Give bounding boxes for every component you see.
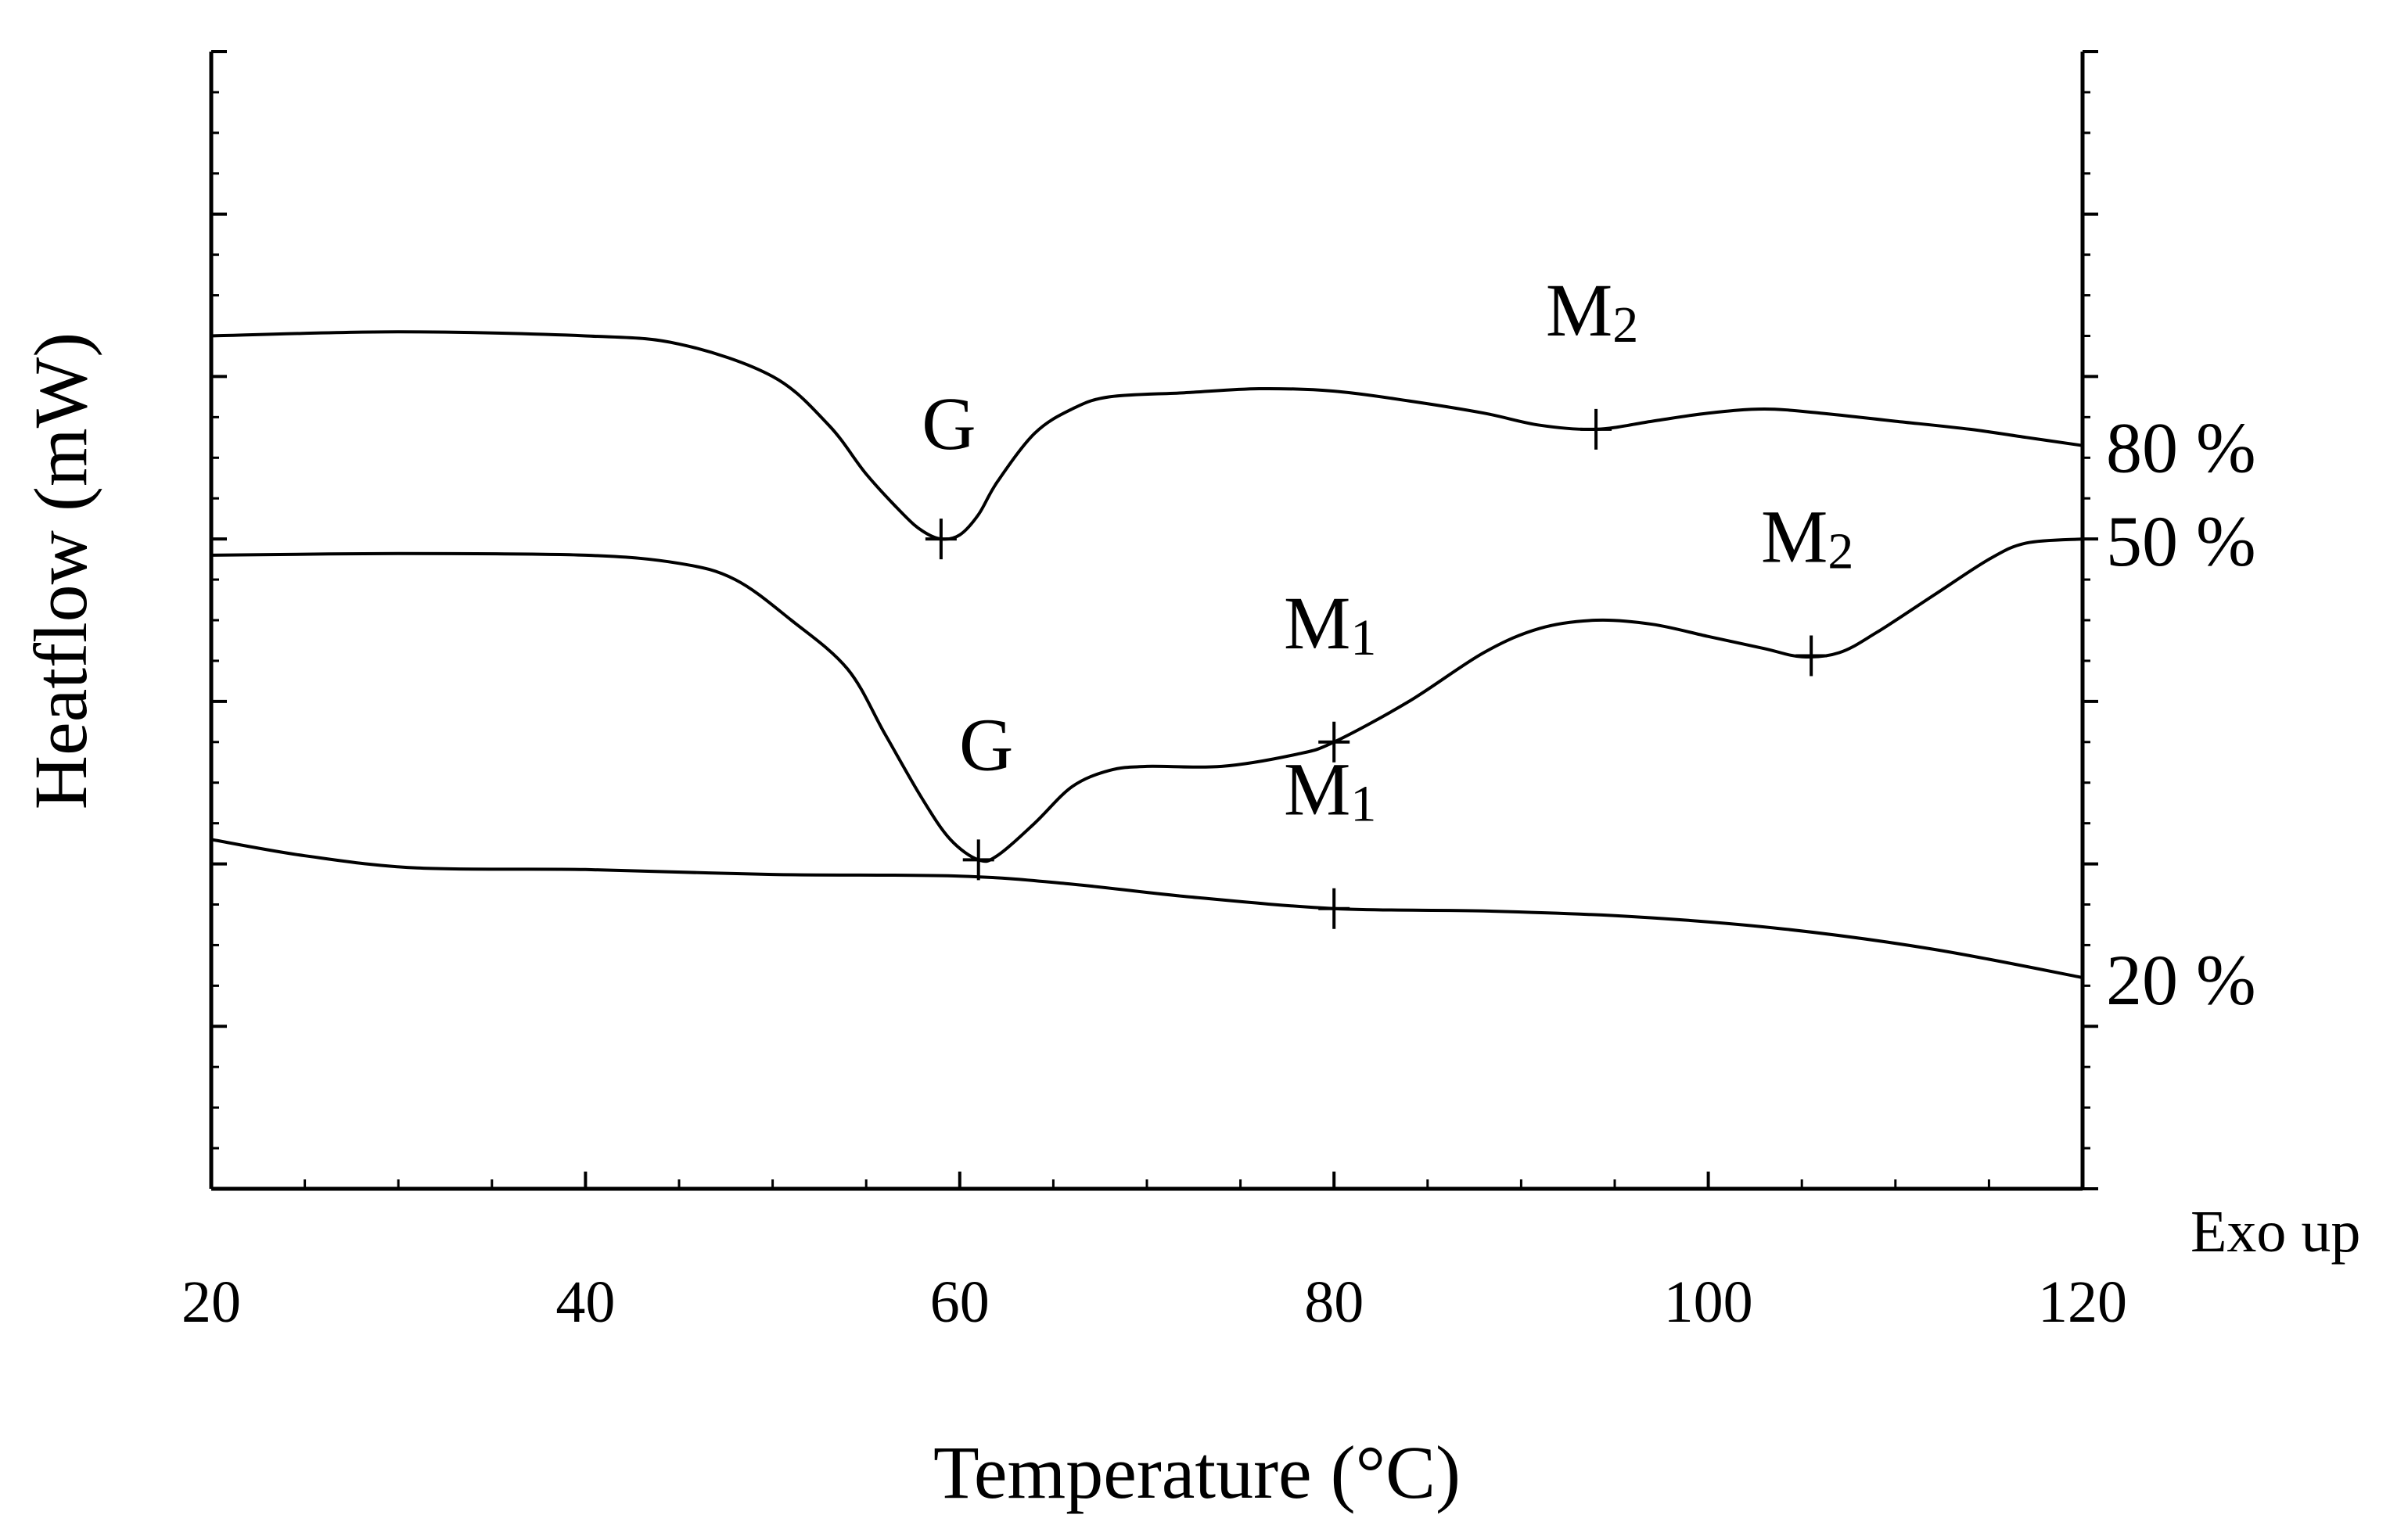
transition-label: G [922, 382, 976, 465]
transition-label: M2 [1546, 268, 1638, 354]
x-tick-label: 100 [1664, 1269, 1753, 1335]
series-label: 50 % [2106, 501, 2256, 581]
transition-label: M1 [1284, 581, 1376, 666]
y-axis-ticks [211, 50, 2098, 1190]
curve-20pct [210, 838, 2083, 979]
x-tick-label: 40 [555, 1269, 615, 1335]
exo-up-label: Exo up [2191, 1199, 2360, 1265]
curves [210, 330, 2083, 979]
plot-frame [209, 52, 2085, 1191]
transition-label: M2 [1761, 494, 1853, 580]
x-axis: 20 40 60 80 100 120 [181, 1172, 2127, 1335]
transition-label: M1 [1284, 748, 1376, 833]
transition-label: G [959, 702, 1013, 786]
x-tick-label: 80 [1304, 1269, 1364, 1335]
x-tick-label: 20 [181, 1269, 241, 1335]
x-tick-label: 120 [2038, 1269, 2127, 1335]
series-label: 20 % [2106, 940, 2256, 1020]
curve-80pct [210, 330, 2083, 541]
series-label: 80 % [2106, 408, 2256, 488]
curve-50pct [210, 537, 2083, 863]
y-axis-title: Heatflow (mW) [19, 332, 102, 809]
annotations: 80 % G M2 50 % G M1 M2 20 % M1 [922, 268, 2255, 1020]
x-tick-label: 60 [930, 1269, 990, 1335]
x-axis-title: Temperature (°C) [933, 1430, 1461, 1514]
